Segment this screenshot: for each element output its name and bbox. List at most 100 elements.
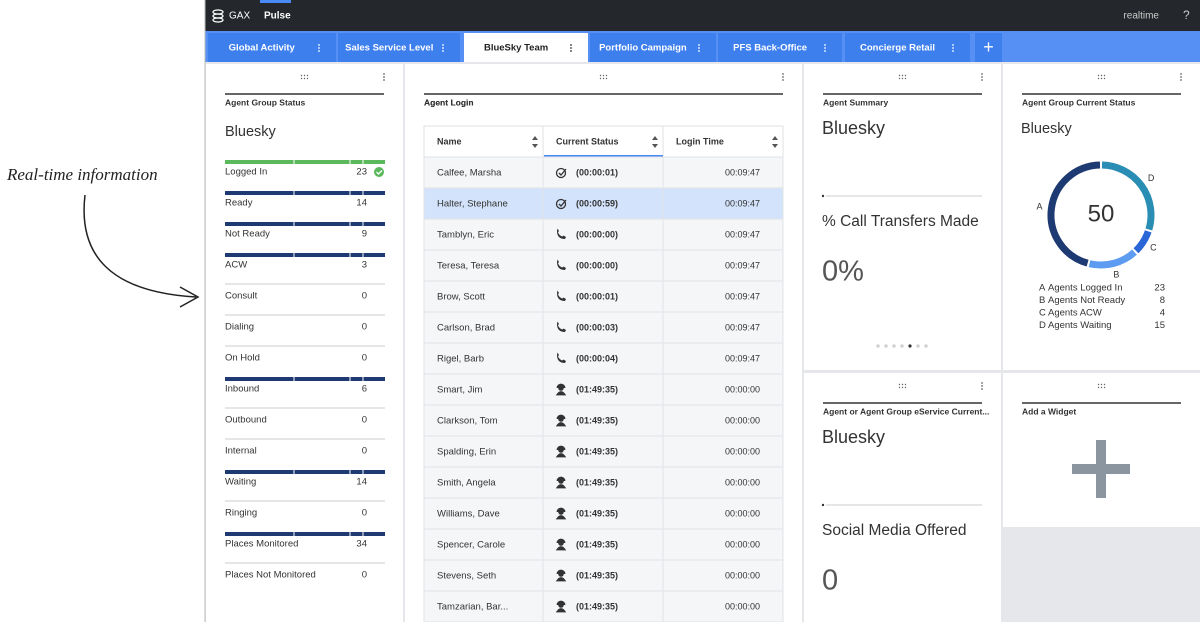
table-row[interactable] bbox=[423, 249, 784, 282]
kebab-dot bbox=[1180, 79, 1182, 81]
status-value: 34 bbox=[356, 539, 367, 550]
tab[interactable] bbox=[718, 33, 842, 62]
app-name[interactable]: Pulse bbox=[264, 11, 291, 22]
kebab-dot bbox=[318, 50, 320, 52]
add-tab-label[interactable]: + bbox=[983, 37, 994, 57]
table-row[interactable] bbox=[423, 590, 784, 622]
tab[interactable] bbox=[590, 33, 716, 62]
page-dot[interactable] bbox=[908, 344, 912, 348]
table-row[interactable] bbox=[423, 559, 784, 592]
agent-name: Teresa, Teresa bbox=[437, 261, 500, 272]
check-icon bbox=[374, 167, 384, 177]
drag-dot bbox=[1103, 383, 1106, 386]
table-row[interactable] bbox=[423, 404, 784, 437]
kebab-dot bbox=[698, 44, 700, 46]
help-button[interactable]: ? bbox=[1183, 8, 1190, 22]
drag-dot bbox=[898, 77, 901, 80]
page-dot[interactable] bbox=[892, 344, 896, 348]
table-row[interactable] bbox=[423, 435, 784, 468]
tab[interactable] bbox=[464, 33, 588, 62]
agent-name: Rigel, Barb bbox=[437, 354, 484, 365]
table-row[interactable] bbox=[423, 187, 784, 220]
tab[interactable] bbox=[338, 33, 460, 62]
logo-icon bbox=[212, 9, 224, 23]
group-name: Agent Login bbox=[424, 97, 474, 107]
table-row[interactable] bbox=[423, 156, 784, 189]
column-header[interactable]: Name bbox=[437, 136, 462, 146]
status-duration: (00:00:00) bbox=[576, 229, 618, 239]
add-tab-button[interactable] bbox=[975, 33, 1002, 62]
login-time: 00:00:00 bbox=[725, 415, 760, 425]
status-label: Consult bbox=[225, 291, 258, 302]
column-header[interactable]: Current Status bbox=[556, 136, 619, 146]
table-row[interactable] bbox=[423, 342, 784, 375]
status-value: 0 bbox=[362, 415, 367, 426]
kebab-dot bbox=[952, 50, 954, 52]
tab-label[interactable]: Sales Service Level bbox=[345, 43, 433, 54]
tab-label[interactable]: BlueSky Team bbox=[484, 43, 548, 54]
tab[interactable] bbox=[845, 33, 970, 62]
phone-icon bbox=[557, 321, 566, 332]
arrow-head bbox=[179, 286, 200, 308]
legend-label: Agents ACW bbox=[1048, 308, 1102, 319]
drag-dot bbox=[1097, 74, 1100, 77]
kebab-dot bbox=[442, 47, 444, 49]
drag-dot bbox=[904, 74, 907, 77]
status-icon bbox=[555, 167, 567, 179]
status-label: On Hold bbox=[225, 353, 260, 364]
widget bbox=[206, 64, 403, 622]
page-dot[interactable] bbox=[924, 344, 928, 348]
user-name[interactable]: realtime bbox=[1123, 11, 1159, 22]
table-row[interactable] bbox=[423, 528, 784, 561]
table-row[interactable] bbox=[423, 373, 784, 406]
status-bar bbox=[225, 253, 385, 257]
kebab-dot bbox=[318, 47, 320, 49]
table-row[interactable] bbox=[423, 311, 784, 344]
kebab-dot bbox=[570, 50, 572, 52]
active-app-indicator bbox=[260, 0, 291, 3]
agent-name: Halter, Stephane bbox=[437, 199, 508, 210]
tab[interactable] bbox=[208, 33, 336, 62]
drag-dot bbox=[1100, 74, 1103, 77]
agent-name: Smith, Angela bbox=[437, 478, 496, 489]
page-dot[interactable] bbox=[916, 344, 920, 348]
agent-name: Spalding, Erin bbox=[437, 447, 496, 458]
status-bar bbox=[225, 191, 385, 195]
login-time: 00:00:00 bbox=[725, 477, 760, 487]
column-header[interactable]: Login Time bbox=[676, 136, 724, 146]
table-row[interactable] bbox=[423, 218, 784, 251]
status-value: 6 bbox=[362, 384, 367, 395]
page-dot[interactable] bbox=[876, 344, 880, 348]
agent-icon-body bbox=[555, 600, 567, 613]
table-row[interactable] bbox=[423, 497, 784, 530]
tab-label[interactable]: Portfolio Campaign bbox=[599, 43, 687, 54]
page-dot[interactable] bbox=[900, 344, 904, 348]
widget-title: Agent Login bbox=[424, 97, 474, 107]
kebab-dot bbox=[698, 47, 700, 49]
kebab-dot bbox=[782, 79, 784, 81]
status-duration: (00:00:01) bbox=[576, 291, 618, 301]
tab-label[interactable]: Concierge Retail bbox=[860, 43, 935, 54]
login-time: 00:00:00 bbox=[725, 446, 760, 456]
legend-label: Agents Not Ready bbox=[1048, 295, 1125, 306]
donut-segment bbox=[1047, 161, 1101, 267]
add-widget-plus-h[interactable] bbox=[1072, 464, 1130, 474]
kebab-dot bbox=[570, 47, 572, 49]
login-time: 00:09:47 bbox=[725, 260, 760, 270]
metric-name: Social Media Offered bbox=[822, 522, 966, 539]
agent-icon-body bbox=[555, 569, 567, 582]
status-label: ACW bbox=[225, 260, 247, 271]
drag-dot bbox=[1100, 77, 1103, 80]
status-bar bbox=[225, 377, 385, 381]
page-dot[interactable] bbox=[884, 344, 888, 348]
status-label: Dialing bbox=[225, 322, 254, 333]
tab-label[interactable]: PFS Back-Office bbox=[733, 43, 807, 54]
status-duration: (00:00:03) bbox=[576, 322, 618, 332]
donut-label: C bbox=[1150, 243, 1157, 253]
drag-dot bbox=[901, 386, 904, 389]
sort-icon bbox=[772, 136, 778, 148]
legend-value: 23 bbox=[1154, 283, 1165, 294]
drag-dot bbox=[1097, 383, 1100, 386]
tab-label[interactable]: Global Activity bbox=[229, 43, 296, 54]
legend-value: 4 bbox=[1160, 308, 1165, 319]
